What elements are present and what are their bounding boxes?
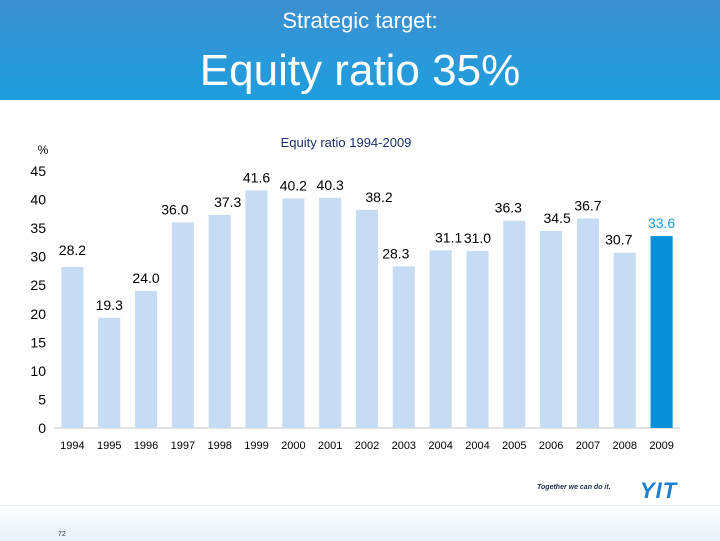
bar-2000-6: [282, 198, 305, 428]
bar-value-label: 31.1: [435, 229, 462, 245]
bar-2002-8: [355, 209, 379, 428]
x-tick-label: 1994: [60, 440, 84, 452]
x-tick-label: 1997: [171, 440, 195, 452]
chart-title: Equity ratio 1994-2009: [281, 135, 412, 150]
bar-2009-16: [650, 236, 673, 428]
x-tick-label: 1996: [134, 440, 158, 452]
bar-value-label: 36.7: [574, 197, 601, 213]
bar-value-label: 19.3: [96, 297, 123, 313]
slide-supertitle: Strategic target:: [282, 8, 438, 33]
y-tick-label: 5: [38, 391, 46, 407]
bar-value-label: 40.2: [280, 177, 307, 193]
bar-value-label: 28.2: [59, 242, 86, 258]
bar-2001-7: [319, 197, 342, 428]
equity-ratio-chart: Equity ratio 1994-2009 % 0 5 10 15 20 25 30 35 4…: [30, 135, 680, 452]
bar-value-label: 37.3: [214, 194, 241, 210]
x-tick-label: 1995: [97, 440, 121, 452]
title-banner: Strategic target: Equity ratio 35%: [0, 0, 720, 100]
bar-1994-0: [61, 266, 84, 428]
bar-1996-2: [135, 290, 158, 428]
slide-title: Equity ratio 35%: [199, 46, 521, 95]
bar-1995-1: [98, 317, 121, 428]
bar-value-label: 31.0: [464, 230, 491, 246]
y-tick-label: 40: [30, 192, 46, 208]
bar-2005-12: [503, 220, 526, 428]
bar-1997-3: [171, 222, 194, 428]
bar-value-label: 38.2: [365, 189, 392, 205]
y-tick-label: 30: [30, 249, 46, 265]
x-tick-label: 2004: [465, 440, 489, 452]
bars: [61, 190, 673, 428]
x-tick-label: 2001: [318, 440, 342, 452]
bar-1998-4: [208, 214, 231, 428]
x-tick-label: 2007: [576, 440, 600, 452]
bar-value-label: 30.7: [605, 232, 632, 248]
bar-1999-5: [245, 190, 268, 428]
y-axis-ticks: 0 5 10 15 20 25 30 35 40 45: [30, 163, 46, 436]
x-tick-label: 2005: [502, 440, 526, 452]
bar-value-label: 24.0: [132, 270, 159, 286]
y-tick-label: 35: [30, 220, 46, 236]
x-axis-ticks: 1994 1995 1996 1997 1998 1999 2000 2001 2002 2003…: [60, 440, 674, 452]
y-tick-label: 45: [30, 163, 46, 179]
bar-value-label: 41.6: [243, 169, 270, 185]
x-tick-label: 2009: [649, 440, 673, 452]
x-tick-label: 2006: [539, 440, 563, 452]
bar-2007-14: [576, 218, 599, 428]
x-tick-label: 2008: [613, 440, 637, 452]
bar-value-label: 28.3: [382, 245, 409, 261]
bar-value-label: 34.5: [543, 210, 570, 226]
bar-labels: 28.2 19.3 24.0 36.0 37.341.6 40.2 40.3 38.2 28.3…: [59, 169, 676, 312]
bar-2003-9: [392, 266, 415, 428]
x-tick-label: 2002: [355, 440, 379, 452]
bar-value-label: 40.3: [317, 177, 344, 193]
y-tick-label: 25: [30, 277, 46, 293]
x-tick-label: 1999: [244, 440, 268, 452]
x-tick-label: 2000: [281, 440, 305, 452]
y-tick-label: 20: [30, 306, 46, 322]
bar-value-label: 33.6: [648, 215, 675, 231]
slogan: Together we can do it.: [537, 484, 611, 491]
x-tick-label: 2003: [392, 440, 416, 452]
page-number: 72: [58, 531, 66, 538]
yit-logo: YIT: [640, 478, 678, 503]
footer-band: [0, 505, 720, 541]
y-tick-label: 0: [38, 420, 46, 436]
bar-value-label: 36.0: [161, 201, 188, 217]
y-axis-label: %: [38, 143, 49, 157]
x-tick-label: 2004: [428, 440, 452, 452]
x-tick-label: 1998: [207, 440, 231, 452]
bar-2004-10: [429, 250, 452, 428]
bar-value-label: 36.3: [495, 200, 522, 216]
y-tick-label: 15: [30, 334, 46, 350]
bar-2004-11: [466, 250, 489, 428]
bar-2008-15: [613, 252, 636, 428]
y-tick-label: 10: [30, 363, 46, 379]
bar-2006-13: [540, 230, 563, 428]
